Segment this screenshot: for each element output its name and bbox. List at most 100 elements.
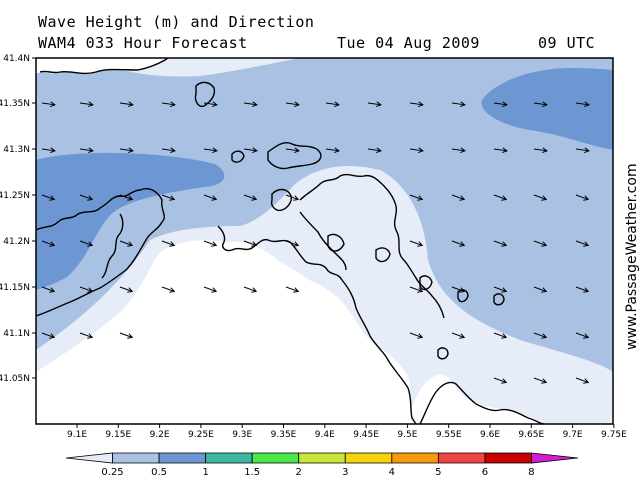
longitude-tick-label: 9.3E xyxy=(232,430,252,440)
land-sardinia[interactable] xyxy=(36,240,416,424)
latitude-ticks: 41.4N 41.35N 41.3N 41.25N 41.2N 41.15N 41.1N 41… xyxy=(0,54,36,384)
wave-arrow xyxy=(325,147,340,154)
wave-arrow xyxy=(575,377,590,384)
coastline xyxy=(35,57,545,425)
wave-arrow xyxy=(533,240,548,247)
wave-arrow xyxy=(325,101,340,108)
legend-label: 8 xyxy=(528,467,534,478)
legend-swatch xyxy=(298,452,346,464)
wave-arrow xyxy=(119,147,134,154)
longitude-tick-label: 9.75E xyxy=(601,430,627,440)
wave-arrow xyxy=(243,240,258,247)
wave-arrow xyxy=(161,194,176,201)
wave-arrow xyxy=(451,332,466,339)
wave-arrow xyxy=(79,332,94,339)
wave-arrow xyxy=(161,240,176,247)
wave-arrow xyxy=(533,286,548,293)
wave-arrow xyxy=(243,286,258,293)
wave-arrow xyxy=(493,240,508,247)
wave-height-legend: 0.25 0.5 1 1.5 2 3 4 5 6 8 xyxy=(65,452,579,478)
wave-arrow xyxy=(367,147,382,154)
latitude-tick-label: 41.3N xyxy=(3,145,30,155)
forecast-date: Tue 04 Aug 2009 xyxy=(337,34,480,52)
wave-arrow xyxy=(161,147,176,154)
wave-arrow xyxy=(203,147,218,154)
wave-direction-arrows xyxy=(41,101,590,384)
longitude-tick-label: 9.6E xyxy=(480,430,500,440)
legend-swatch xyxy=(112,452,160,464)
wave-arrow xyxy=(203,101,218,108)
longitude-tick-label: 9.7E xyxy=(563,430,583,440)
wave-arrow xyxy=(285,240,300,247)
legend-swatch xyxy=(65,452,113,464)
legend-swatch xyxy=(484,452,532,464)
wave-arrow xyxy=(533,332,548,339)
latitude-tick-label: 41.1N xyxy=(3,329,30,339)
wave-arrow xyxy=(575,194,590,201)
wave-arrow xyxy=(409,332,424,339)
wave-arrow xyxy=(203,194,218,201)
wave-arrow xyxy=(285,147,300,154)
wave-arrow xyxy=(203,240,218,247)
legend-swatch xyxy=(158,452,207,464)
legend-label: 5 xyxy=(435,467,441,478)
wave-arrow xyxy=(119,101,134,108)
wave-arrow xyxy=(451,286,466,293)
wave-arrow xyxy=(161,101,176,108)
land-corsica[interactable] xyxy=(36,58,170,74)
wave-arrow xyxy=(41,332,56,339)
wave-arrow xyxy=(533,377,548,384)
longitude-ticks: 9.1E 9.15E 9.2E 9.25E 9.3E 9.35E 9.4E 9.45E 9.5E… xyxy=(67,424,627,440)
wave-arrow xyxy=(493,101,508,108)
legend-label: 4 xyxy=(389,467,395,478)
wave-arrow xyxy=(243,147,258,154)
wave-arrow xyxy=(493,194,508,201)
wave-arrow xyxy=(575,286,590,293)
wave-arrow xyxy=(41,194,56,201)
wave-arrow xyxy=(119,240,134,247)
wave-arrow xyxy=(533,101,548,108)
legend-swatch xyxy=(437,452,486,464)
longitude-tick-label: 9.35E xyxy=(271,430,297,440)
latitude-tick-label: 41.25N xyxy=(0,191,30,201)
longitude-tick-label: 9.15E xyxy=(105,430,131,440)
wave-arrow xyxy=(285,101,300,108)
latitude-tick-label: 41.05N xyxy=(0,374,30,384)
latitude-tick-label: 41.2N xyxy=(3,237,30,247)
wave-arrow xyxy=(575,332,590,339)
wave-arrow xyxy=(409,286,424,293)
credit-label: www.PassageWeather.com xyxy=(624,163,640,350)
wave-arrow xyxy=(451,147,466,154)
latitude-tick-label: 41.15N xyxy=(0,283,30,293)
legend-labels: 0.25 0.5 1 1.5 2 3 4 5 6 8 xyxy=(101,467,534,478)
wave-arrow xyxy=(79,101,94,108)
forecast-time: 09 UTC xyxy=(538,34,596,52)
wave-arrow xyxy=(493,147,508,154)
longitude-tick-label: 9.5E xyxy=(397,430,417,440)
wave-band-1-1.5 xyxy=(36,152,225,290)
wave-arrow xyxy=(409,101,424,108)
wave-arrow xyxy=(161,286,176,293)
wave-arrow xyxy=(409,240,424,247)
legend-label: 0.25 xyxy=(101,467,123,478)
legend-label: 3 xyxy=(342,467,348,478)
wave-arrow xyxy=(451,194,466,201)
wave-arrow xyxy=(79,286,94,293)
longitude-tick-label: 9.55E xyxy=(436,430,462,440)
wave-arrow xyxy=(41,286,56,293)
legend-label: 6 xyxy=(482,467,488,478)
legend-swatches xyxy=(65,452,579,464)
wave-arrow xyxy=(493,286,508,293)
wave-arrow xyxy=(41,147,56,154)
longitude-tick-label: 9.4E xyxy=(315,430,335,440)
wave-arrow xyxy=(575,147,590,154)
longitude-tick-label: 9.1E xyxy=(67,430,87,440)
legend-swatch xyxy=(251,452,300,464)
credit-text: www.PassageWeather.com xyxy=(624,163,640,350)
wave-arrow xyxy=(493,332,508,339)
legend-swatch xyxy=(344,452,393,464)
legend-swatch xyxy=(205,452,253,464)
legend-swatch xyxy=(531,452,579,464)
wave-arrow xyxy=(367,101,382,108)
wave-arrow xyxy=(409,147,424,154)
